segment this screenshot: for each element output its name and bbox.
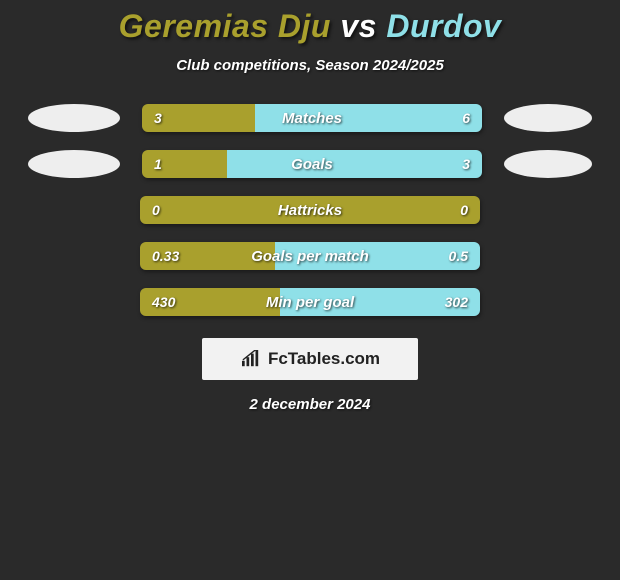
stat-bar: 13Goals: [142, 150, 482, 178]
stat-label: Goals: [142, 150, 482, 178]
comparison-widget: Geremias Dju vs Durdov Club competitions…: [0, 0, 620, 413]
brand-text: FcTables.com: [268, 349, 380, 369]
brand-badge[interactable]: FcTables.com: [202, 338, 418, 380]
vs-text: vs: [340, 8, 377, 44]
date-text: 2 december 2024: [0, 396, 620, 413]
stat-bar: 430302Min per goal: [140, 288, 480, 316]
subtitle: Club competitions, Season 2024/2025: [0, 57, 620, 74]
player2-name: Durdov: [386, 8, 501, 44]
stat-label: Min per goal: [140, 288, 480, 316]
stat-bar: 00Hattricks: [140, 196, 480, 224]
player2-avatar: [504, 104, 592, 132]
stat-row: 00Hattricks: [0, 196, 620, 224]
stat-bar: 36Matches: [142, 104, 482, 132]
stat-label: Hattricks: [140, 196, 480, 224]
stat-row: 36Matches: [0, 104, 620, 132]
stat-bar: 0.330.5Goals per match: [140, 242, 480, 270]
page-title: Geremias Dju vs Durdov: [0, 8, 620, 45]
stats-rows: 36Matches 13Goals 00Hattricks 0.330.5Goals …: [0, 104, 620, 316]
stat-row: 430302Min per goal: [0, 288, 620, 316]
chart-icon: [240, 350, 262, 368]
stat-label: Matches: [142, 104, 482, 132]
stat-label: Goals per match: [140, 242, 480, 270]
stat-row: 0.330.5Goals per match: [0, 242, 620, 270]
player1-avatar: [28, 104, 120, 132]
player1-avatar: [28, 150, 120, 178]
player1-name: Geremias Dju: [119, 8, 331, 44]
player2-avatar: [504, 150, 592, 178]
stat-row: 13Goals: [0, 150, 620, 178]
